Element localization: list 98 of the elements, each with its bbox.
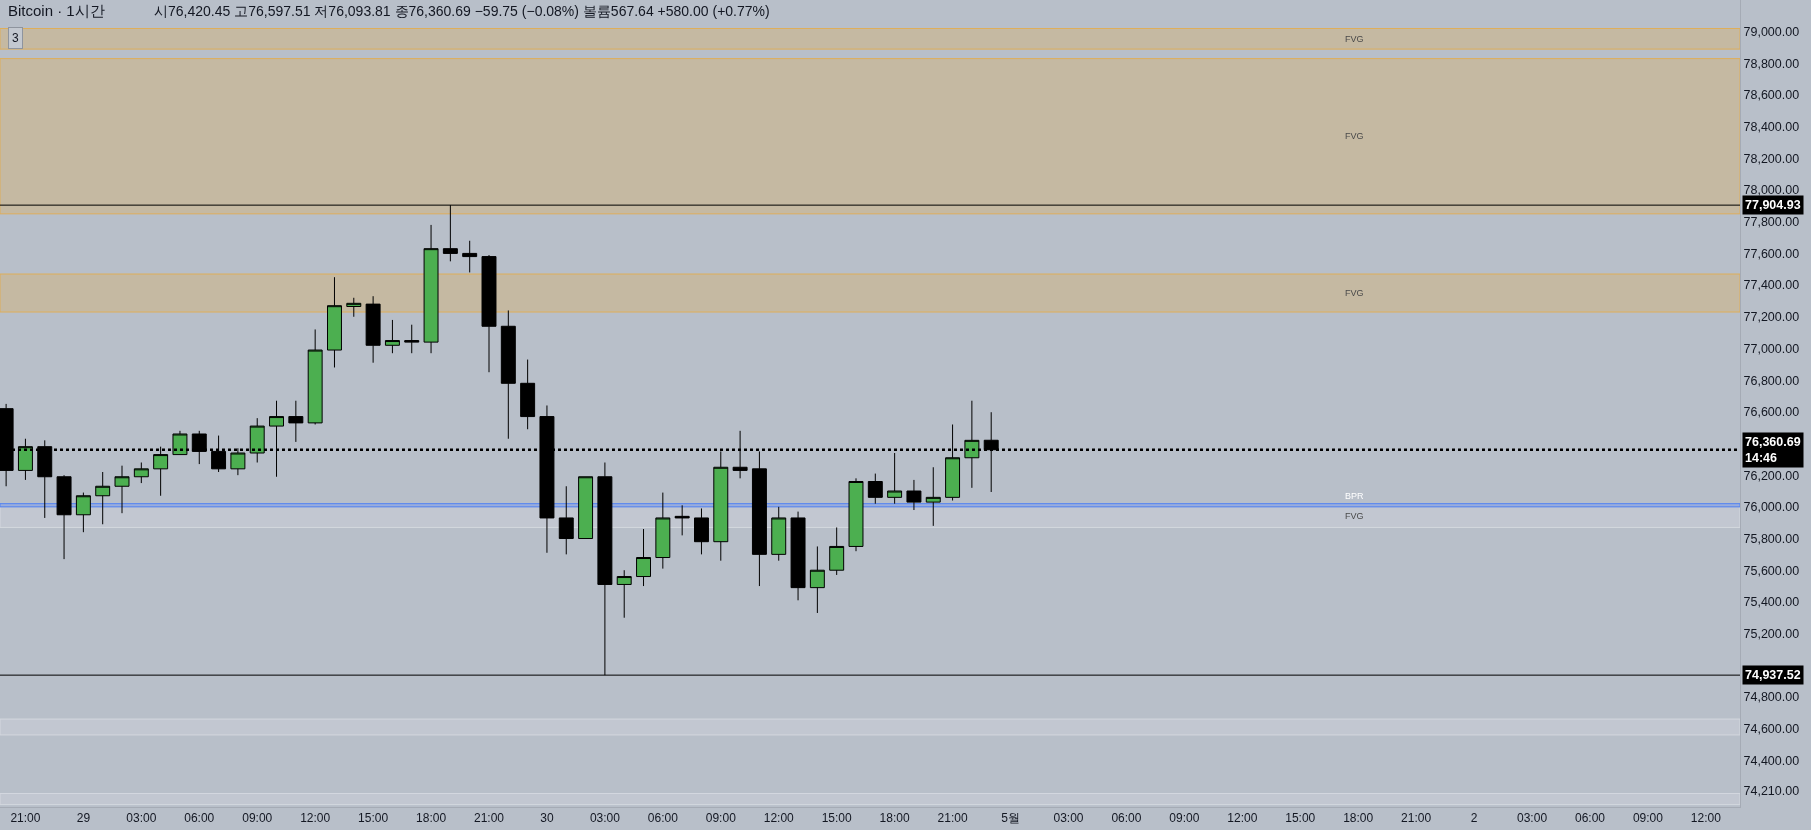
x-tick-label: 21:00 xyxy=(1401,811,1432,826)
y-tick-label: 77,800.00 xyxy=(1743,215,1800,230)
x-tick-label: 12:00 xyxy=(1227,811,1258,826)
band-label: FVG xyxy=(1345,34,1364,44)
x-tick-label: 12:00 xyxy=(300,811,331,826)
y-tick-label: 77,200.00 xyxy=(1743,310,1800,325)
candlestick xyxy=(558,485,574,555)
candlestick xyxy=(500,309,516,440)
x-tick-label: 29 xyxy=(76,811,91,826)
y-tick-label: 75,600.00 xyxy=(1743,563,1800,578)
x-tick-label: 03:00 xyxy=(126,811,157,826)
candlestick xyxy=(481,254,497,373)
x-tick-label: 12:00 xyxy=(1690,811,1722,826)
x-tick-label: 06:00 xyxy=(184,811,215,826)
x-tick-label: 2 xyxy=(1470,811,1478,826)
candlestick xyxy=(75,492,91,533)
y-tick-label: 76,200.00 xyxy=(1743,468,1800,483)
candlestick xyxy=(384,319,400,354)
x-tick-label: 21:00 xyxy=(937,811,968,826)
ref-line-label: 77,904.93 xyxy=(1745,198,1801,212)
x-tick-label: 30 xyxy=(540,811,554,826)
y-tick-label: 75,800.00 xyxy=(1743,531,1800,546)
x-tick-label: 18:00 xyxy=(416,811,447,826)
candlestick xyxy=(56,474,72,560)
y-tick-label: 78,600.00 xyxy=(1743,88,1800,103)
y-tick-label: 74,800.00 xyxy=(1743,690,1800,705)
candlestick xyxy=(114,465,130,514)
candlestick xyxy=(327,276,342,368)
chart-subtitle: 시76,420.45 고76,597.51 저76,093.81 종76,360.69 −59.75 (−0.08%) 볼륨567.64 +580.00 (+0.77%) xyxy=(154,3,770,19)
candlestick xyxy=(346,297,362,318)
candlestick xyxy=(462,240,478,273)
band-label: BPR xyxy=(1345,491,1365,501)
band-label: FVG xyxy=(1345,511,1364,521)
x-tick-label: 21:00 xyxy=(10,811,41,826)
y-tick-label: 76,000.00 xyxy=(1743,500,1800,515)
x-tick-label: 09:00 xyxy=(1632,811,1664,826)
candlestick xyxy=(790,511,806,601)
y-tick-label: 76,800.00 xyxy=(1743,373,1800,388)
y-tick-label: 74,600.00 xyxy=(1743,721,1800,736)
y-tick-label: 78,000.00 xyxy=(1743,183,1800,198)
ref-line-label: 74,937.52 xyxy=(1745,668,1801,682)
candlestick xyxy=(694,507,709,555)
candlestick xyxy=(829,526,845,576)
x-tick-label: 03:00 xyxy=(1053,811,1084,826)
candlestick xyxy=(925,466,941,527)
x-tick-label: 18:00 xyxy=(1343,811,1374,826)
candlestick xyxy=(771,506,787,562)
candlestick xyxy=(674,504,690,536)
x-tick-label: 09:00 xyxy=(705,811,737,826)
candlestick xyxy=(133,462,149,484)
x-tick-label: 18:00 xyxy=(879,811,910,826)
candlestick xyxy=(578,476,594,540)
candlestick xyxy=(95,471,111,525)
y-tick-label: 78,400.00 xyxy=(1743,120,1800,135)
x-tick-label: 09:00 xyxy=(1169,811,1200,826)
y-tick-label: 77,400.00 xyxy=(1743,278,1800,293)
y-tick-label: 78,800.00 xyxy=(1743,56,1800,71)
x-tick-label: 06:00 xyxy=(1574,811,1606,826)
band-label: FVG xyxy=(1345,131,1364,141)
x-tick-label: 06:00 xyxy=(1111,811,1142,826)
x-tick-label: 21:00 xyxy=(473,811,505,826)
x-tick-label: 06:00 xyxy=(647,811,679,826)
candlestick xyxy=(809,545,825,614)
y-tick-label: 74,400.00 xyxy=(1743,753,1800,768)
y-tick-label: 74,210.00 xyxy=(1743,783,1800,798)
annotation: 3 xyxy=(12,31,19,45)
candlestick xyxy=(848,477,864,552)
candlestick xyxy=(307,328,323,425)
y-tick-label: 77,000.00 xyxy=(1743,341,1800,356)
candlestick xyxy=(867,473,883,505)
x-tick-label: 15:00 xyxy=(358,811,389,826)
x-tick-label: 12:00 xyxy=(763,811,795,826)
x-tick-label: 5월 xyxy=(1001,811,1020,826)
y-tick-label: 75,200.00 xyxy=(1743,626,1800,641)
candlestick xyxy=(404,324,420,354)
candlestick xyxy=(616,569,632,619)
x-tick-label: 09:00 xyxy=(242,811,273,826)
candlestick xyxy=(636,528,651,587)
x-tick-label: 15:00 xyxy=(1285,811,1316,826)
y-tick-label: 79,000.00 xyxy=(1743,25,1800,40)
candlestick xyxy=(887,452,903,505)
candlestick xyxy=(906,479,922,511)
chart-title: Bitcoin · 1시간 xyxy=(8,2,105,20)
x-tick-label: 15:00 xyxy=(821,811,853,826)
y-tick-label: 75,400.00 xyxy=(1743,595,1800,610)
band-label: FVG xyxy=(1345,288,1364,298)
ref-line-label: 76,360.69 14:46 xyxy=(1745,435,1801,466)
x-tick-label: 03:00 xyxy=(589,811,621,826)
candlestick xyxy=(751,450,767,587)
candlestick xyxy=(423,224,439,354)
x-tick-label: 03:00 xyxy=(1517,811,1548,826)
candlestick xyxy=(288,400,304,443)
candlestick xyxy=(655,492,671,570)
y-tick-label: 76,600.00 xyxy=(1743,405,1800,420)
y-tick-label: 77,600.00 xyxy=(1743,246,1800,261)
y-tick-label: 78,200.00 xyxy=(1743,151,1800,166)
candlestick xyxy=(520,359,536,430)
candlestick xyxy=(365,295,381,364)
